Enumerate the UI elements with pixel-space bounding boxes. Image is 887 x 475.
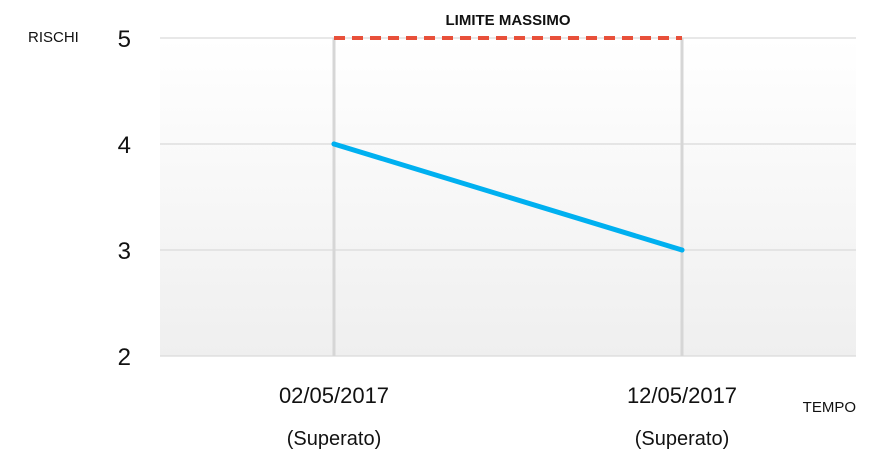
y-tick-labels: 2 3 4 5 [118, 26, 131, 371]
limit-label: LIMITE MASSIMO [446, 12, 571, 29]
series-lines [331, 141, 685, 253]
data-point-1 [331, 141, 337, 147]
x-tick-label-2: 12/05/2017 [627, 383, 737, 408]
x-tick-note-2: (Superato) [635, 428, 730, 450]
y-tick-label-2: 2 [118, 344, 131, 371]
x-tick-label-1: 02/05/2017 [279, 383, 389, 408]
x-tick-note-1: (Superato) [287, 428, 382, 450]
series-line-1 [331, 141, 685, 253]
y-tick-label-3: 3 [118, 238, 131, 265]
y-axis-label: RISCHI [28, 29, 79, 46]
y-tick-label-5: 5 [118, 26, 131, 53]
x-tick-labels: 02/05/2017 (Superato) 12/05/2017 (Superato) [279, 383, 737, 450]
y-tick-label-4: 4 [118, 132, 131, 159]
data-point-2 [679, 247, 685, 253]
x-axis-label: TEMPO [803, 399, 856, 416]
drop-lines [332, 38, 684, 356]
gridlines [160, 37, 856, 357]
